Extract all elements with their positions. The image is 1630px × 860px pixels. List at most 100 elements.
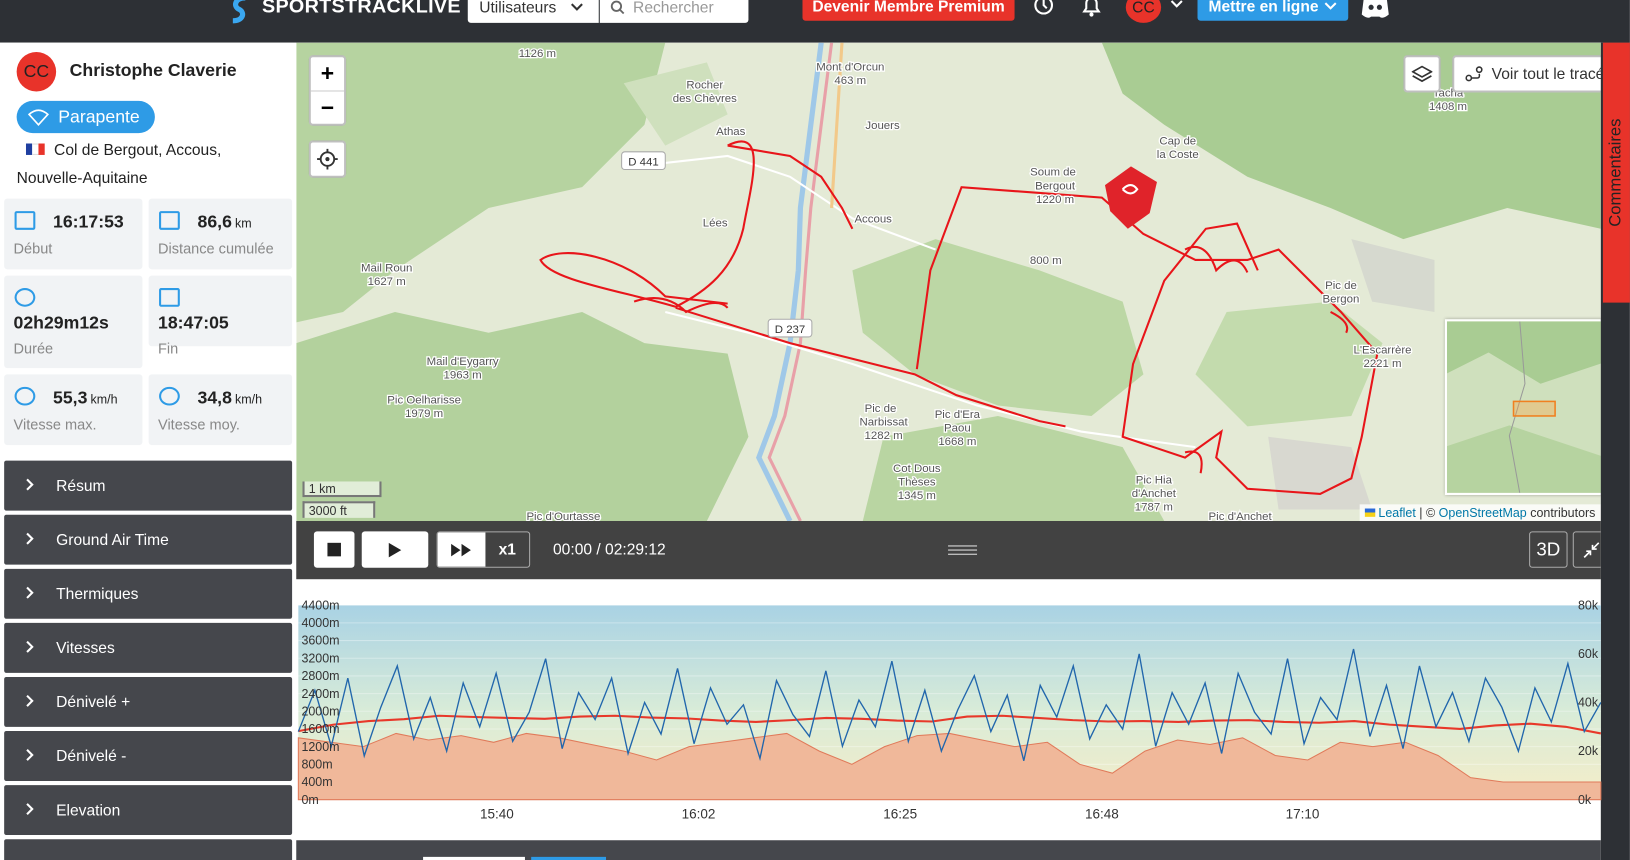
attribution-tail: contributors <box>1530 505 1596 520</box>
map-label: Pic de <box>865 403 897 415</box>
map-label: Pic Oelharisse <box>387 394 461 406</box>
location-text: Col de Bergout, Accous, Nouvelle-Aquitai… <box>16 141 222 188</box>
map-label: Pic d'Ourtasse <box>526 511 600 521</box>
premium-button[interactable]: Devenir Membre Premium <box>802 0 1015 21</box>
comments-tab[interactable]: Commentaires <box>1602 42 1630 303</box>
paraglider-icon <box>27 108 49 126</box>
ground-area <box>297 732 1602 801</box>
map-label: 1979 m <box>405 408 443 420</box>
road-badge <box>767 318 813 338</box>
bottom-panel <box>296 840 1601 860</box>
stat-icon <box>159 288 180 307</box>
search-input[interactable]: Rechercher <box>599 0 749 23</box>
activity-badge: Parapente <box>16 100 155 134</box>
map-label: Pic Hia <box>1136 475 1173 487</box>
zoom-control: + − <box>308 55 347 126</box>
locate-icon <box>317 148 338 170</box>
upload-button[interactable]: Mettre en ligne <box>1197 0 1349 21</box>
speed-line <box>297 648 1602 762</box>
stat-unit: km/h <box>235 392 263 407</box>
fit-track-button[interactable]: Voir tout le tracé <box>1452 55 1601 93</box>
y-tick-label: 0m <box>301 793 318 807</box>
history-icon[interactable] <box>1030 0 1057 19</box>
section-toggle[interactable]: Vitesses <box>4 622 293 673</box>
stat-label: Durée <box>13 340 54 357</box>
stat-value-row: 34,8 km/h <box>198 388 263 409</box>
comments-tab-text: Commentaires <box>1607 118 1625 227</box>
map-label: 1126 m <box>519 48 556 60</box>
map-label: Accous <box>854 214 892 226</box>
discord-icon[interactable] <box>1360 0 1391 21</box>
top-bar: SPORTSTRACKLIVE Utilisateurs Rechercher … <box>0 0 1630 43</box>
search-icon <box>610 0 625 15</box>
map[interactable]: 1126 m Rocher des Chèvres Mont d'Orcun 463 m… <box>296 42 1601 521</box>
y-tick-label: 2000m <box>301 704 339 718</box>
map-label: Soum de <box>1030 167 1076 179</box>
map-label: 1627 m <box>368 276 406 288</box>
map-label: Mail d'Eygarry <box>427 356 499 368</box>
attribution-sep: | © <box>1419 505 1436 520</box>
section-toggle[interactable]: Dénivelé + <box>4 676 293 727</box>
section-toggle[interactable]: Ground Air Time <box>4 514 293 565</box>
map-label: 2221 m <box>1363 358 1401 370</box>
map-label: 1282 m <box>865 430 903 442</box>
map-label: 1668 m <box>938 436 976 448</box>
osm-link[interactable]: OpenStreetMap <box>1438 505 1527 520</box>
notifications-icon[interactable] <box>1080 0 1103 19</box>
section-title: Résum <box>56 476 106 495</box>
chevron <box>4 802 56 819</box>
map-label: d'Anchet <box>1132 488 1177 500</box>
road-badge <box>621 151 666 171</box>
stat-icon <box>14 288 36 307</box>
road-label: D 441 <box>628 156 658 168</box>
scale-metric: 1 km <box>302 481 382 498</box>
zoom-out[interactable]: − <box>320 94 335 121</box>
fit-track-text: Voir tout le tracé <box>1491 64 1601 83</box>
x-tick-label: 16:48 <box>1085 806 1119 821</box>
section-toggle[interactable] <box>4 839 293 860</box>
y2-tick-label: 0k <box>1578 793 1592 807</box>
location: Col de Bergout, Accous, Nouvelle-Aquitai… <box>17 136 251 192</box>
view-3d-button[interactable]: 3D <box>1529 531 1568 568</box>
map-label: Cot Dous <box>893 463 941 475</box>
map-label: Rocher <box>686 79 723 91</box>
section-title: Elevation <box>56 801 121 819</box>
brand[interactable]: SPORTSTRACKLIVE <box>261 0 461 18</box>
stop-button[interactable] <box>313 531 355 568</box>
users-select[interactable]: Utilisateurs <box>467 0 599 23</box>
chevron <box>4 477 56 494</box>
section-title: Thermiques <box>56 584 139 603</box>
play-button[interactable] <box>361 531 429 568</box>
locate-button[interactable] <box>308 140 347 178</box>
stat-card: 18:47:05 Fin <box>148 275 293 357</box>
layers-button[interactable] <box>1403 55 1441 93</box>
section-toggle[interactable]: Elevation <box>4 785 293 836</box>
stat-label: Distance cumulée <box>158 240 274 257</box>
stat-card: 86,6 km Distance cumulée <box>148 198 293 270</box>
section-toggle[interactable]: Thermiques <box>4 568 293 619</box>
stat-label: Vitesse moy. <box>158 415 240 433</box>
y-tick-label: 3600m <box>301 634 339 648</box>
map-label: Pic d'Era <box>935 409 981 421</box>
layers-icon <box>1411 65 1433 83</box>
time-text: 00:00 / 02:29:12 <box>553 540 666 559</box>
users-select-text: Utilisateurs <box>479 0 557 17</box>
chevron <box>4 585 56 602</box>
road-label: D 237 <box>775 324 805 336</box>
zoom-in[interactable]: + <box>310 57 345 92</box>
altitude-line <box>298 714 1602 735</box>
leaflet-link[interactable]: Leaflet <box>1378 505 1416 520</box>
section-title: Ground Air Time <box>56 530 169 549</box>
y-tick-label: 1600m <box>301 722 339 736</box>
speed-control[interactable]: x1 <box>436 531 531 568</box>
section-toggle[interactable]: Résum <box>4 460 293 511</box>
section-toggle[interactable]: Dénivelé - <box>4 731 293 781</box>
stat-icon <box>14 211 36 230</box>
user-avatar[interactable]: CC <box>1125 0 1162 23</box>
drag-handle[interactable] <box>948 544 978 556</box>
stat-icon <box>159 386 180 406</box>
y-tick-label: 400m <box>301 775 332 789</box>
minimap[interactable] <box>1444 319 1601 495</box>
profile-name[interactable]: Christophe Claverie <box>69 60 237 81</box>
